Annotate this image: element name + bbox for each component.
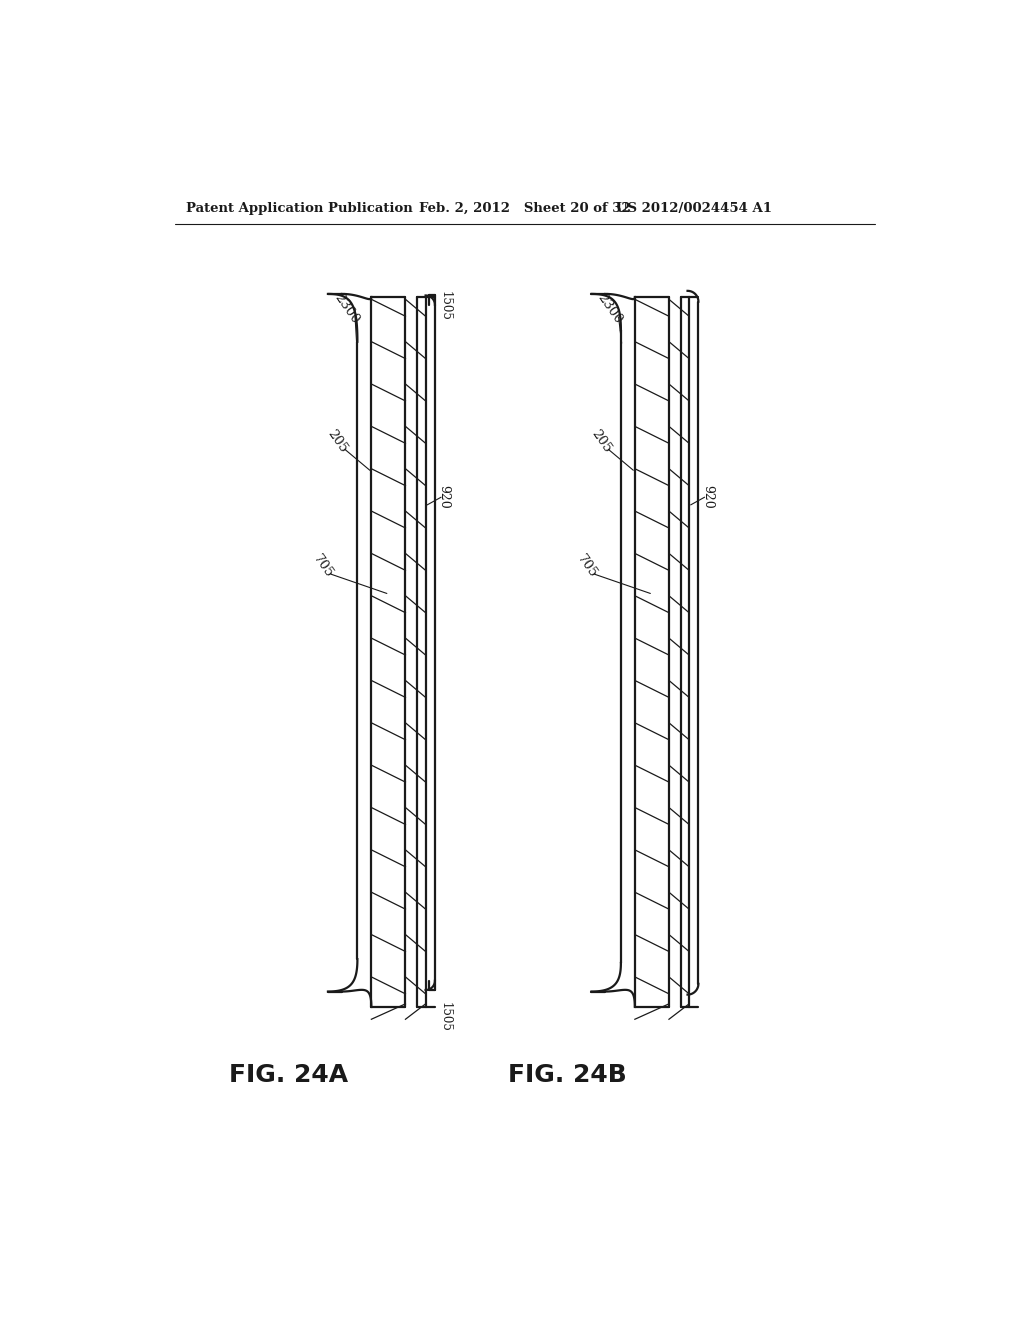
Text: Feb. 2, 2012   Sheet 20 of 32: Feb. 2, 2012 Sheet 20 of 32 <box>419 202 630 215</box>
Text: US 2012/0024454 A1: US 2012/0024454 A1 <box>616 202 772 215</box>
Text: 205: 205 <box>588 428 613 455</box>
Text: FIG. 24B: FIG. 24B <box>508 1063 627 1088</box>
Text: 2300: 2300 <box>332 290 361 326</box>
Text: Patent Application Publication: Patent Application Publication <box>186 202 413 215</box>
Text: 920: 920 <box>437 486 451 510</box>
Text: 205: 205 <box>325 428 350 455</box>
Text: 2300: 2300 <box>595 290 625 326</box>
Text: 705: 705 <box>574 553 599 581</box>
Text: 705: 705 <box>310 553 336 581</box>
Text: 920: 920 <box>701 486 714 510</box>
Text: 1505: 1505 <box>438 1002 452 1031</box>
Text: FIG. 24A: FIG. 24A <box>228 1063 348 1088</box>
Text: 1505: 1505 <box>438 290 452 321</box>
